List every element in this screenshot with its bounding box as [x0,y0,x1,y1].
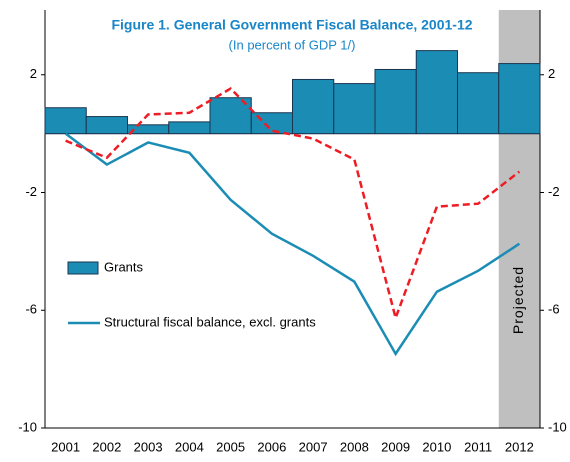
x-tick-label: 2012 [505,439,534,454]
line [65,87,521,323]
bar [168,121,211,135]
bar [292,78,335,135]
y2-tick-label: -2 [548,184,560,199]
x-tick-label: 2008 [340,439,369,454]
x-tick-label: 2009 [381,439,410,454]
x-tick-label: 2006 [257,439,286,454]
y2-tick-label: 2 [548,66,555,81]
y2-tick-label: -6 [548,302,560,317]
bar [457,72,500,135]
x-tick-label: 2003 [134,439,163,454]
y-tick-label: 2 [30,66,37,81]
x-tick-label: 2007 [299,439,328,454]
x-tick-label: 2001 [51,439,80,454]
y-tick-label: -10 [18,419,37,434]
legend-label: Grants [104,259,144,274]
y-tick-label: -2 [25,184,37,199]
bar [85,116,128,135]
x-tick-label: 2005 [216,439,245,454]
bar [333,83,376,135]
chart-title: Figure 1. General Government Fiscal Bala… [111,17,472,33]
projected-label: Projected [510,266,526,334]
chart-subtitle: (In percent of GDP 1/) [229,37,356,52]
legend-label: Structural fiscal balance, excl. grants [104,314,316,329]
y-tick-label: -6 [25,302,37,317]
bar [498,63,541,135]
x-tick-label: 2011 [464,439,492,454]
bar [44,107,87,135]
x-tick-label: 2002 [92,439,121,454]
x-tick-label: 2004 [175,439,204,454]
bar [415,50,458,135]
legend-swatch [67,261,99,275]
y2-tick-label: -10 [548,419,567,434]
line [64,132,521,357]
bar [374,68,417,135]
x-tick-label: 2010 [422,439,451,454]
